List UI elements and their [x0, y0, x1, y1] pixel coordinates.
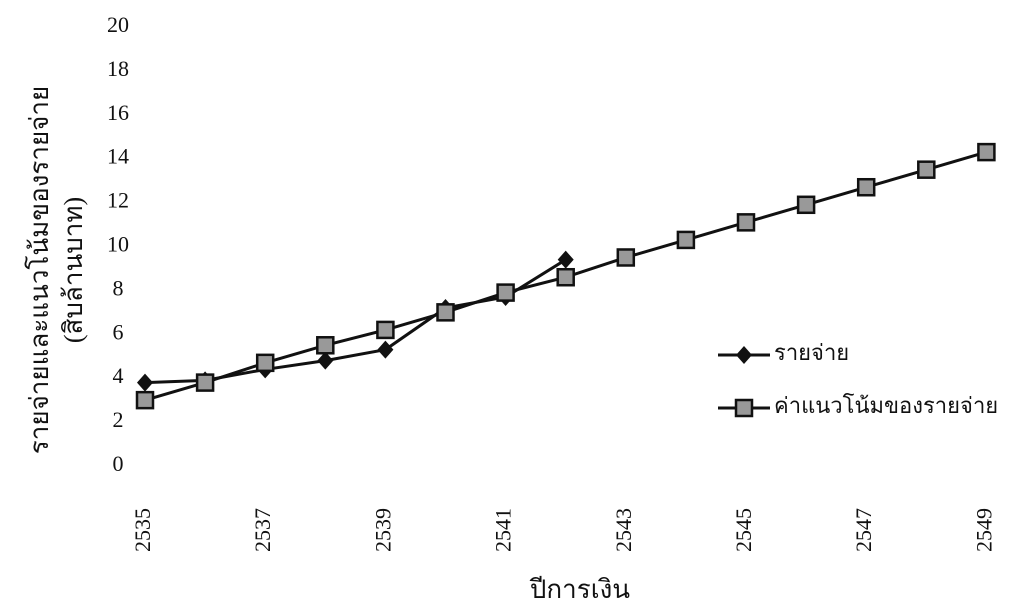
marker: [676, 230, 696, 250]
y-tick-label: 0: [113, 451, 124, 476]
x-tick-label: 2549: [971, 508, 996, 552]
legend-marker: [734, 398, 754, 418]
marker: [436, 303, 455, 322]
marker: [255, 353, 275, 373]
x-tick-label: 2535: [130, 508, 155, 552]
y-tick-label: 10: [107, 232, 129, 257]
legend-marker: [736, 346, 752, 364]
y-tick-label: 18: [107, 56, 129, 81]
marker: [376, 320, 395, 340]
marker: [135, 390, 155, 410]
marker: [195, 373, 215, 392]
marker: [377, 340, 394, 359]
series-line: [144, 258, 567, 385]
marker: [316, 336, 335, 355]
x-tick-label: 2547: [851, 508, 876, 552]
marker: [317, 351, 334, 370]
x-tick-label: 2545: [731, 508, 756, 552]
legend-label: รายจ่าย: [774, 340, 849, 365]
marker: [856, 177, 876, 197]
y-tick-label: 2: [113, 407, 124, 432]
y-tick-label: 20: [107, 12, 129, 37]
marker: [137, 373, 153, 392]
y-tick-label: 6: [113, 319, 124, 344]
x-axis-title: ปีการเงิน: [529, 575, 630, 604]
y-tick-label: 12: [107, 188, 129, 213]
marker: [496, 283, 515, 302]
y-tick-label: 4: [113, 363, 124, 388]
x-tick-label: 2537: [250, 508, 275, 552]
y-tick-label: 8: [113, 275, 124, 300]
marker: [557, 250, 574, 269]
marker: [616, 248, 636, 267]
y-tick-label: 16: [107, 100, 129, 125]
marker: [556, 267, 575, 287]
x-tick-label: 2541: [491, 508, 516, 552]
legend-label: ค่าแนวโน้มของรายจ่าย: [774, 393, 998, 418]
marker: [796, 195, 816, 215]
x-tick-label: 2539: [370, 508, 395, 552]
marker: [917, 160, 936, 179]
x-tick-label: 2543: [611, 508, 636, 552]
marker: [736, 213, 756, 232]
y-axis-title: (สิบล้านบาท): [59, 197, 88, 343]
y-axis-title: รายจ่ายและแนวโน้มของรายจ่าย: [24, 86, 54, 454]
marker: [977, 142, 996, 162]
y-tick-label: 14: [107, 144, 129, 169]
